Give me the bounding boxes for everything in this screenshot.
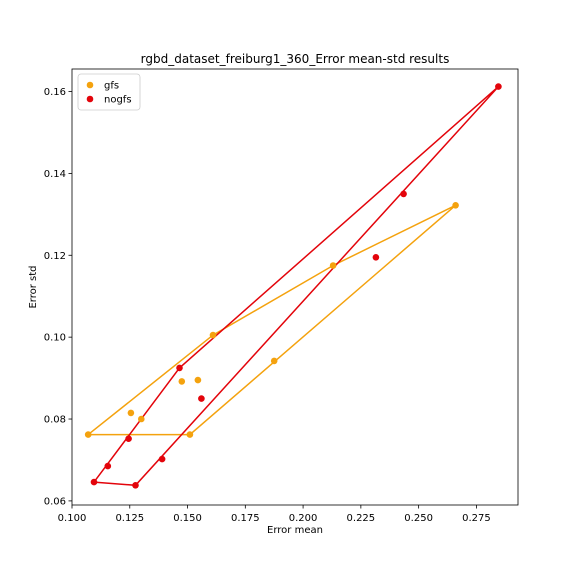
x-tick-label: 0.150	[173, 513, 202, 524]
y-tick-label: 0.06	[44, 496, 66, 507]
y-tick-label: 0.16	[44, 87, 66, 98]
y-tick-label: 0.14	[44, 169, 66, 180]
series-nogfs-point	[400, 190, 407, 198]
x-tick-label: 0.250	[404, 513, 433, 524]
series-gfs-point	[186, 431, 194, 438]
series-nogfs-point	[198, 395, 205, 402]
series-nogfs-point	[90, 478, 98, 486]
y-axis-label: Error std	[28, 265, 39, 308]
x-axis-label: Error mean	[267, 525, 323, 536]
series-gfs-point	[452, 202, 459, 209]
plot-frame	[71, 68, 519, 506]
series-nogfs-point	[132, 482, 139, 489]
series-gfs-hull-line	[87, 204, 457, 436]
legend-label-nogfs: nogfs	[104, 95, 132, 106]
series-nogfs-point	[176, 364, 183, 372]
series-gfs-point	[194, 376, 202, 384]
y-tick-label: 0.12	[44, 251, 66, 262]
x-tick-label: 0.200	[289, 513, 318, 524]
legend-marker-nogfs	[86, 95, 94, 103]
axes: 0.100 0.125 0.150 0.175 0.200 0.225 0.250 0.275…	[44, 87, 491, 524]
legend: gfs nogfs	[77, 73, 141, 111]
series-gfs-point	[329, 262, 337, 269]
series-gfs-point	[178, 378, 186, 385]
series-nogfs-point	[125, 435, 132, 443]
legend-label-gfs: gfs	[104, 81, 119, 92]
series-nogfs-point	[495, 83, 502, 90]
series-gfs-point	[84, 431, 92, 438]
y-tick-label: 0.08	[44, 415, 66, 426]
series-nogfs-point	[158, 455, 166, 463]
x-tick-label: 0.125	[115, 513, 144, 524]
legend-marker-gfs	[86, 81, 94, 89]
series-gfs-point	[127, 409, 135, 417]
series-gfs-point	[138, 415, 145, 423]
y-tick-label: 0.10	[44, 333, 66, 344]
legend-box	[77, 73, 141, 111]
plot-area	[84, 83, 502, 489]
series-nogfs-point	[372, 253, 380, 261]
x-tick-label: 0.275	[462, 513, 491, 524]
x-tick-label: 0.100	[58, 513, 87, 524]
x-tick-label: 0.225	[347, 513, 376, 524]
series-gfs-point	[209, 331, 217, 339]
series-gfs-point	[270, 357, 278, 365]
x-tick-label: 0.175	[231, 513, 260, 524]
series-nogfs-point	[104, 462, 112, 470]
chart-title: rgbd_dataset_freiburg1_360_Error mean-st…	[141, 52, 450, 66]
